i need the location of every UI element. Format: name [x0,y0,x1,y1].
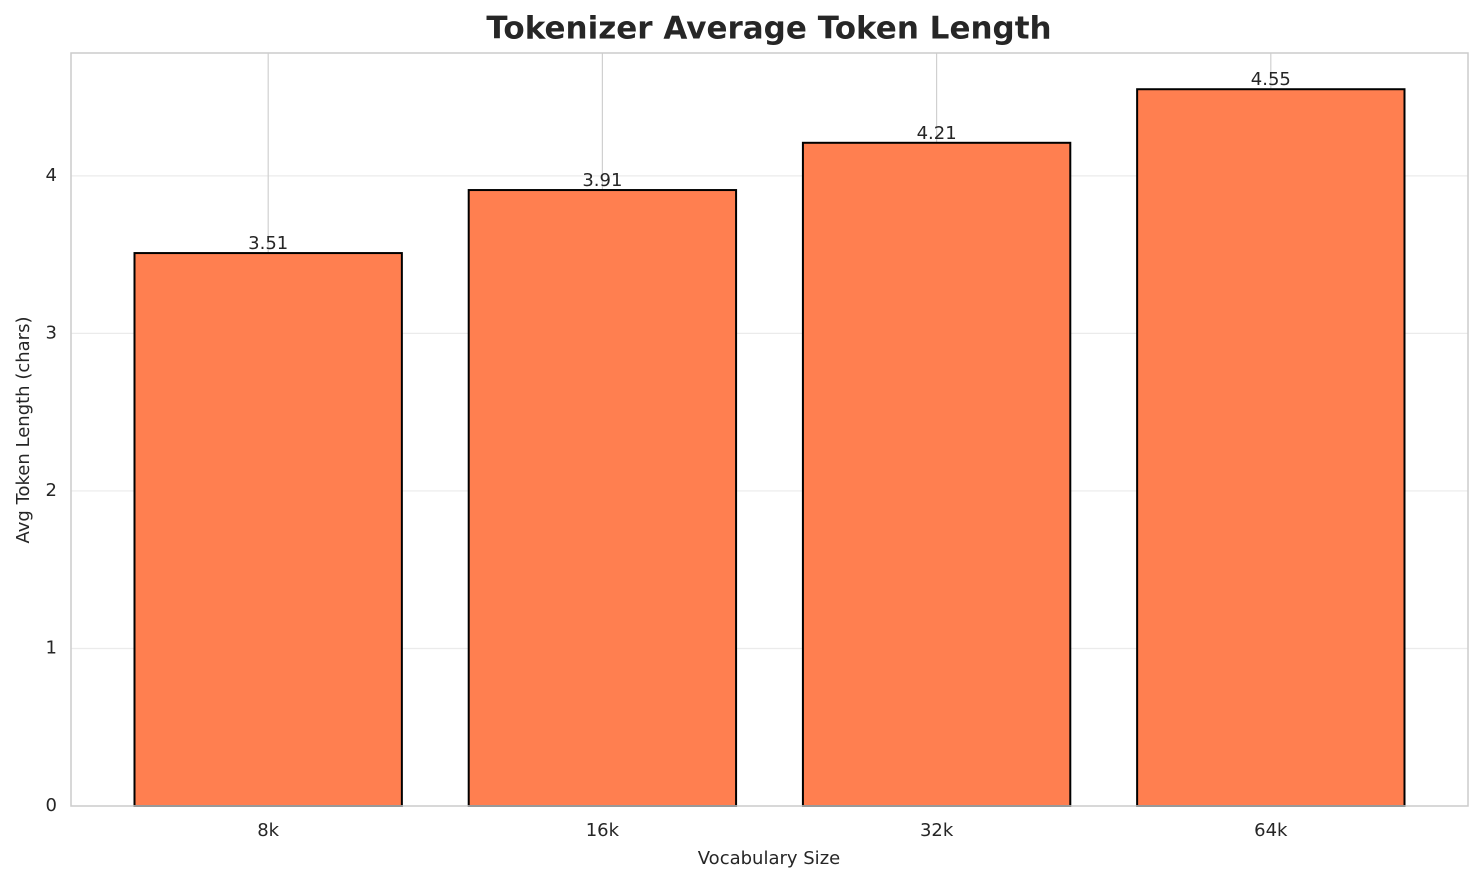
y-tick-label: 2 [46,480,57,501]
y-tick-label: 0 [46,795,57,816]
value-label: 4.55 [1251,69,1291,90]
x-tick-label: 16k [586,820,620,841]
y-axis-label: Avg Token Length (chars) [13,317,34,544]
y-tick-label: 4 [46,165,57,186]
x-tick-label: 64k [1254,820,1288,841]
y-tick-label: 1 [46,637,57,658]
y-tick-label: 3 [46,322,57,343]
x-tick-label: 8k [257,820,279,841]
chart-title: Tokenizer Average Token Length [486,11,1051,47]
bar [801,141,1072,807]
value-label: 3.51 [248,233,288,254]
bar [467,189,738,807]
x-axis-label: Vocabulary Size [698,848,840,869]
bar [1136,88,1406,807]
x-tick-label: 32k [920,820,954,841]
value-label: 4.21 [917,123,957,144]
value-label: 3.91 [582,170,622,191]
bar [133,252,403,807]
plot-frame [70,52,1469,807]
